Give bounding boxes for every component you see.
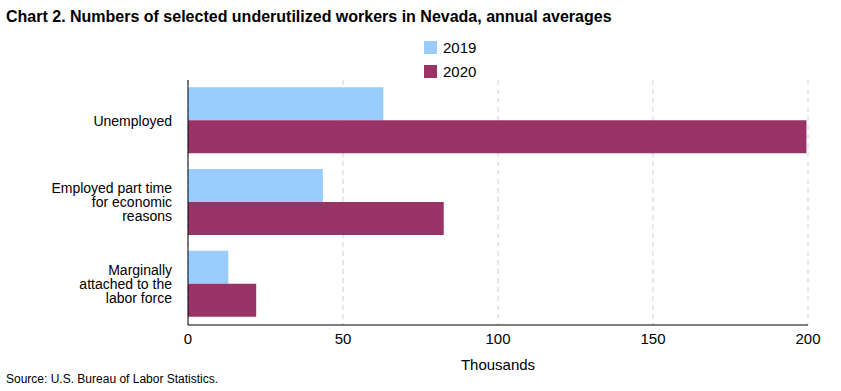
html-text:2020: 2020 — [443, 62, 477, 80]
svg-text:Employed part timefor economic: Employed part timefor economicreasons — [51, 180, 172, 224]
svg-text:200: 200 — [795, 330, 820, 347]
svg-text:0: 0 — [184, 330, 192, 347]
svg-text:Thousands: Thousands — [461, 356, 535, 373]
svg-text:150: 150 — [640, 330, 665, 347]
svg-text:Unemployed: Unemployed — [93, 113, 172, 129]
html-text:2019: 2019 — [443, 38, 477, 56]
html-text:Source: U.S. Bureau of Labor S: Source: U.S. Bureau of Labor Statistics. — [6, 372, 219, 386]
svg-text:100: 100 — [485, 330, 510, 347]
svg-text:Marginallyattached to thelabor: Marginallyattached to thelabor force — [79, 262, 172, 306]
html-text:Chart 2. Numbers of selected u: Chart 2. Numbers of selected underutiliz… — [6, 8, 612, 25]
svg-text:50: 50 — [335, 330, 352, 347]
